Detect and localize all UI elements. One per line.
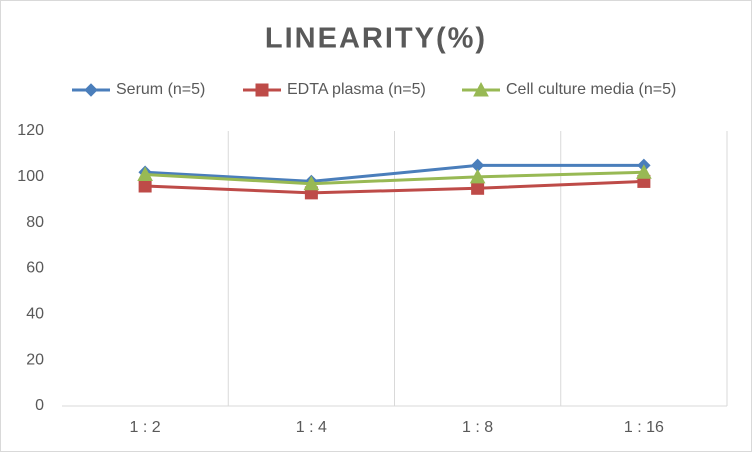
chart-title: LINEARITY(%) (265, 23, 487, 55)
legend-label: Serum (n=5) (116, 81, 205, 98)
series-line (145, 179, 644, 195)
legend-marker (473, 81, 489, 97)
series-line (145, 163, 644, 183)
data-point (137, 166, 153, 182)
legend-marker (255, 83, 269, 97)
legend-label: EDTA plasma (n=5) (287, 81, 426, 98)
data-point (303, 175, 320, 191)
y-tick-label: 60 (26, 260, 44, 277)
y-tick-label: 0 (35, 397, 44, 414)
legend-label: Cell culture media (n=5) (506, 81, 676, 98)
x-tick-label: 1 : 2 (130, 419, 161, 436)
x-tick-label: 1 : 8 (462, 419, 493, 436)
y-tick-label: 20 (26, 351, 44, 368)
legend-marker (84, 83, 98, 97)
data-point (469, 168, 486, 184)
y-tick-label: 100 (17, 168, 44, 185)
x-tick-label: 1 : 16 (624, 419, 664, 436)
series-line (145, 170, 644, 186)
data-point (471, 181, 485, 195)
y-tick-label: 80 (26, 214, 44, 231)
y-tick-label: 120 (17, 122, 44, 139)
data-point (636, 164, 652, 179)
y-tick-label: 40 (26, 306, 44, 323)
data-point (138, 179, 152, 193)
x-tick-label: 1 : 4 (296, 419, 327, 436)
